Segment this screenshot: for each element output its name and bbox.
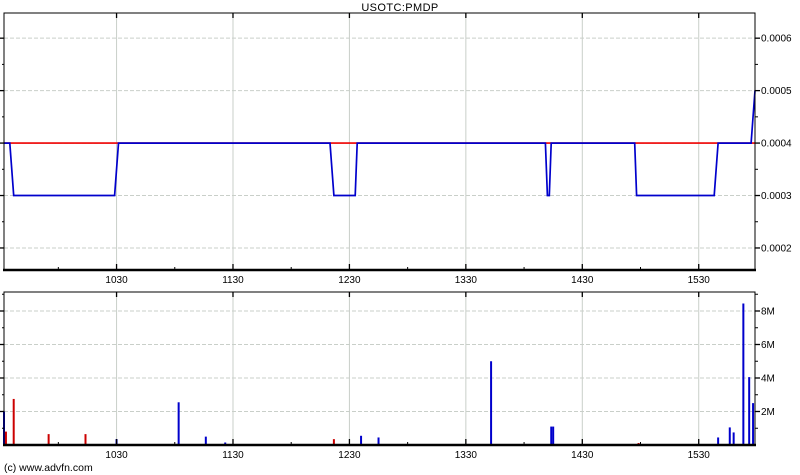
x-axis-label: 1030 (105, 450, 128, 461)
y-axis-label: 4M (761, 373, 775, 384)
x-axis-label: 1230 (338, 450, 361, 461)
x-axis-label: 1430 (571, 450, 594, 461)
x-axis-label: 1030 (105, 275, 128, 286)
x-axis-label: 1130 (222, 275, 244, 286)
y-axis-label: 0.0002 (761, 243, 792, 254)
x-axis-label: 1530 (688, 275, 711, 286)
copyright-text: (c) www.advfn.com (4, 462, 93, 474)
y-axis-label: 8M (761, 306, 775, 317)
y-axis-label: 6M (761, 340, 775, 351)
x-axis-label: 1230 (338, 275, 361, 286)
x-axis-label: 1530 (688, 450, 711, 461)
y-axis-label: 2M (761, 407, 775, 418)
x-axis-label: 1130 (222, 450, 244, 461)
y-axis-label: 0.0004 (761, 139, 792, 150)
y-axis-label: 0.0005 (761, 86, 792, 97)
y-axis-label: 0.0003 (761, 191, 792, 202)
x-axis-label: 1430 (571, 275, 594, 286)
y-axis-label: 0.0006 (761, 34, 792, 45)
price-line (4, 90, 756, 197)
x-axis-label: 1330 (455, 450, 478, 461)
x-axis-label: 1330 (455, 275, 478, 286)
